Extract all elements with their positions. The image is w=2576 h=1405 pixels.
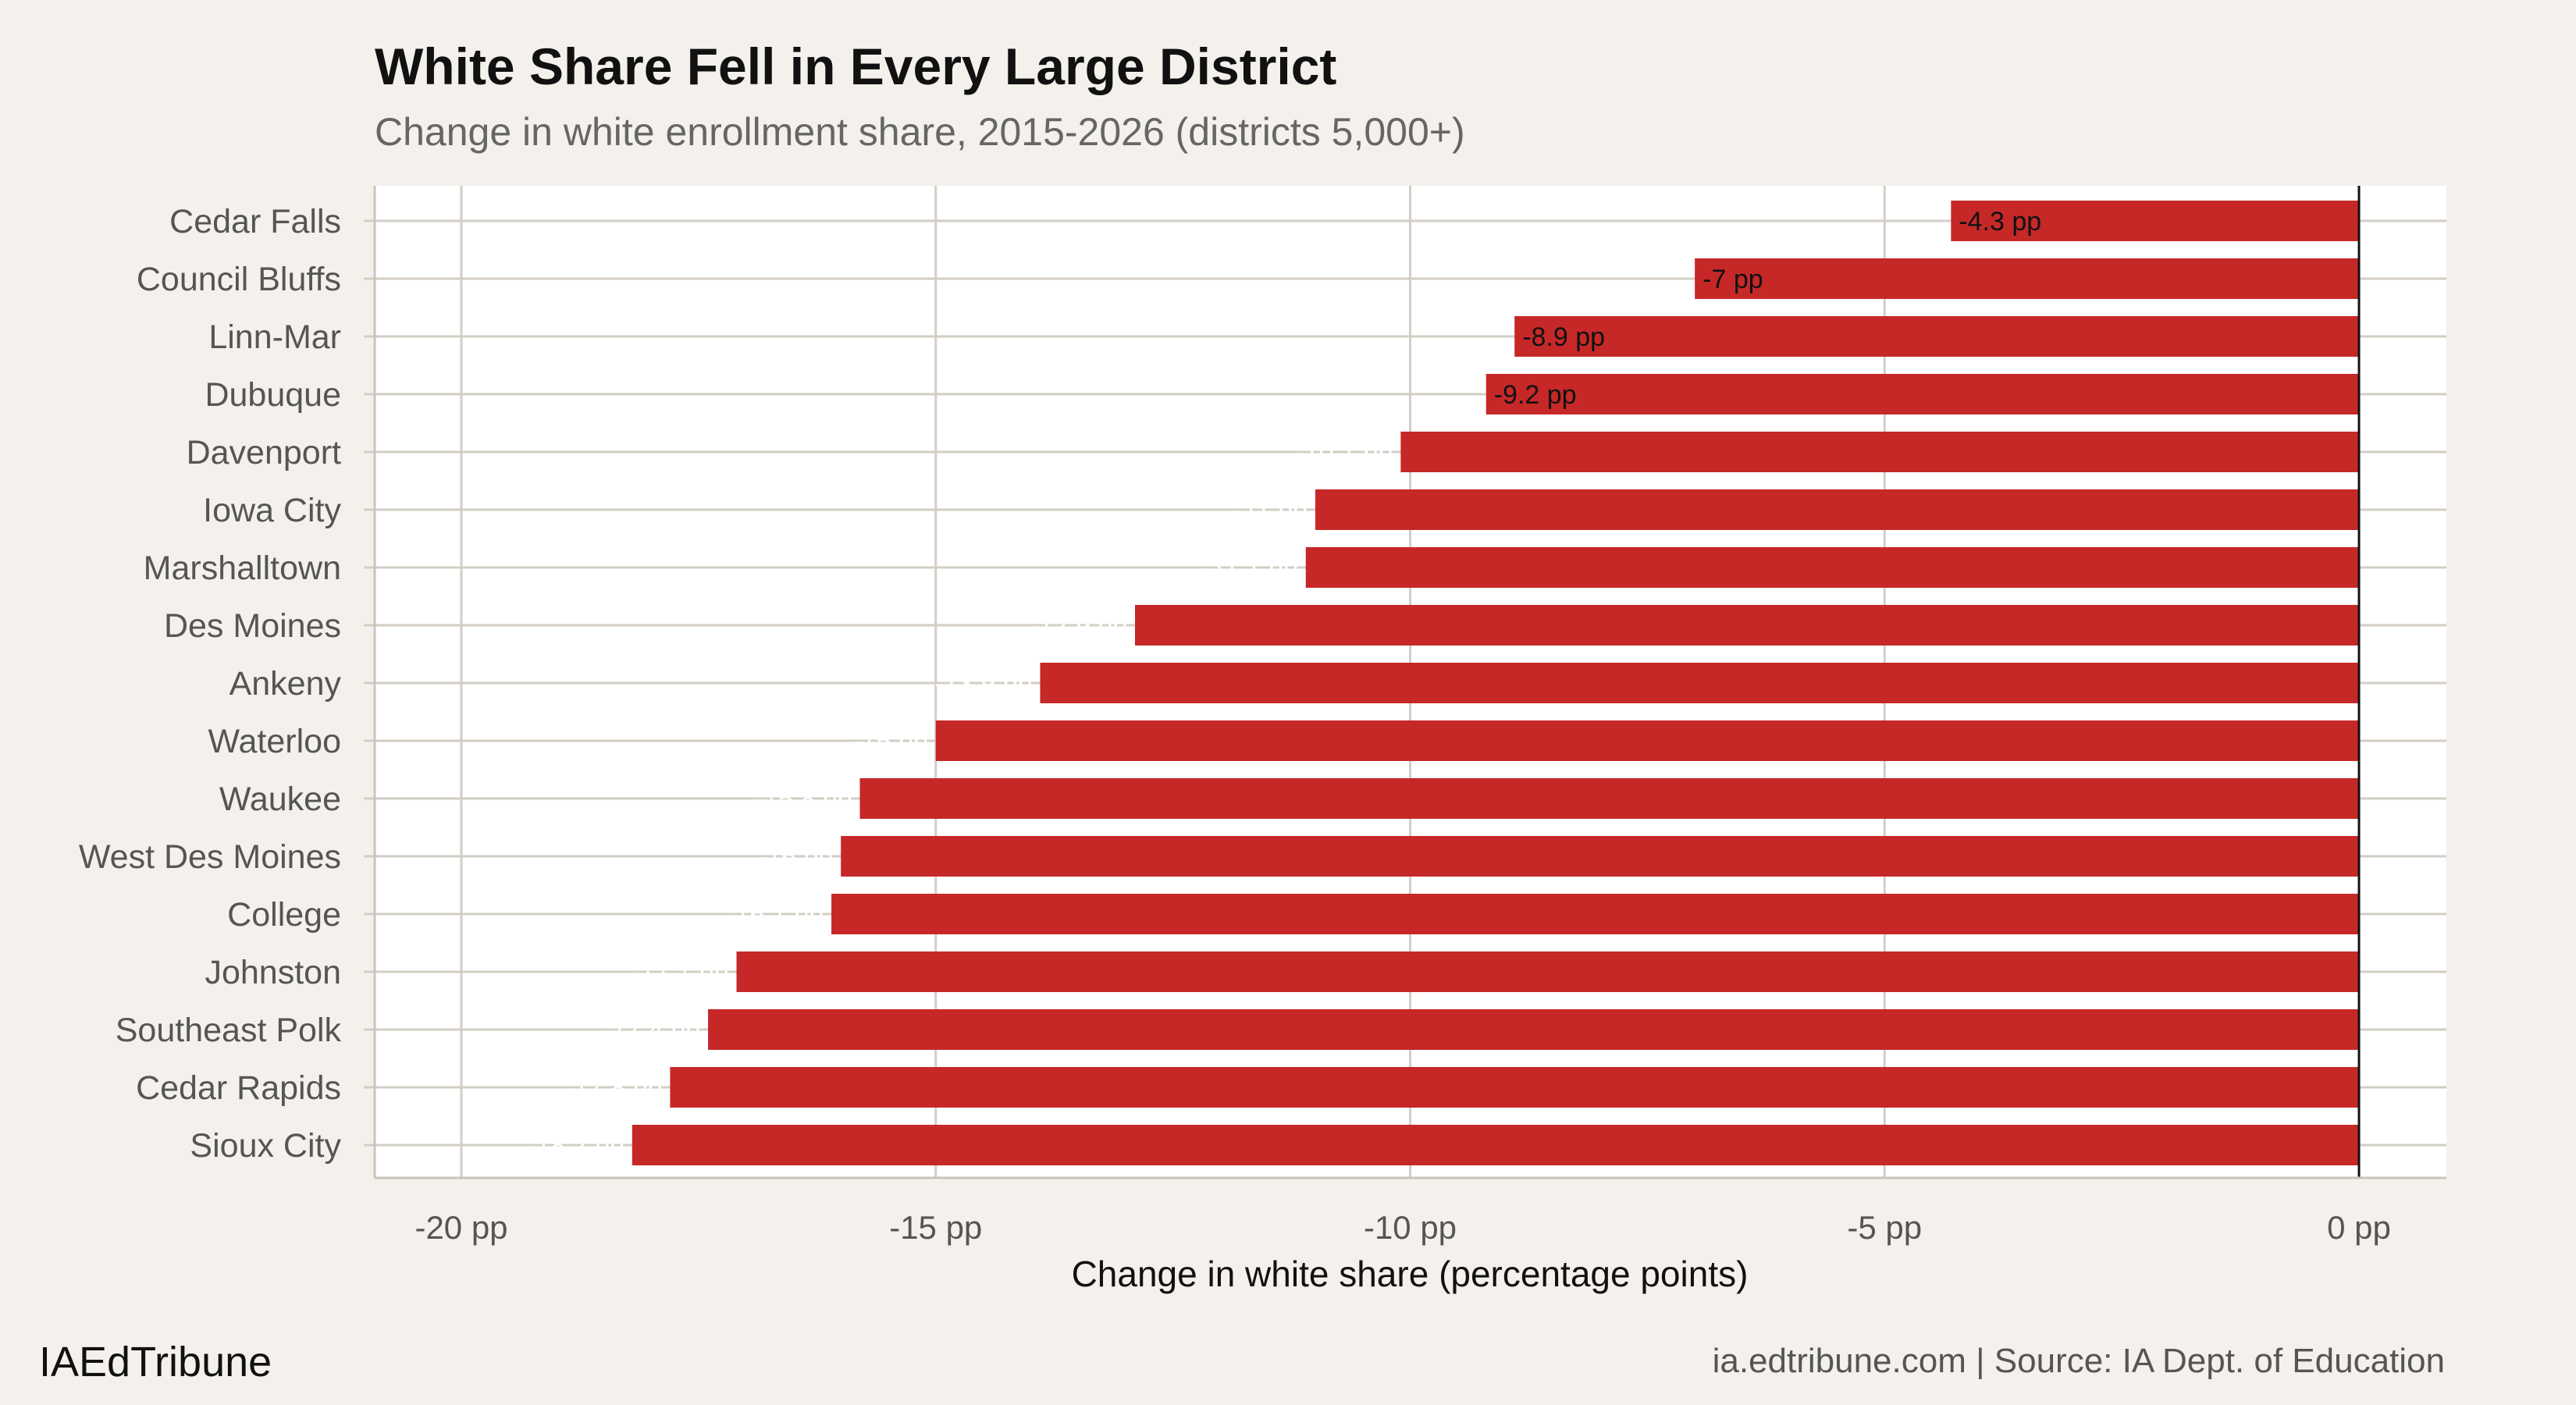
brand-logo: IAEdTribune xyxy=(39,1339,272,1385)
x-tick-label: -5 pp xyxy=(1847,1209,1922,1246)
category-label: Sioux City xyxy=(190,1127,341,1165)
category-labels: Cedar Falls Council Bluffs Linn-Mar Dubuque… xyxy=(79,203,342,1165)
x-tick-labels: -20 pp -15 pp -10 pp -5 pp 0 pp xyxy=(415,1209,2390,1246)
x-axis-title: Change in white share (percentage points… xyxy=(1072,1254,1749,1294)
category-label: Cedar Rapids xyxy=(136,1069,341,1107)
data-label: -13.9 pp xyxy=(935,669,1033,699)
category-label: Marshalltown xyxy=(144,550,341,587)
category-label: Cedar Falls xyxy=(169,203,341,240)
bar-cedar-rapids xyxy=(670,1067,2360,1108)
x-tick-label: -10 pp xyxy=(1364,1209,1457,1246)
x-tick-label: -15 pp xyxy=(889,1209,982,1246)
data-label: -16 pp xyxy=(758,842,833,872)
bar-sioux-city xyxy=(632,1125,2359,1165)
bar-dubuque xyxy=(1485,374,2359,414)
data-label: -11 pp xyxy=(1234,496,1308,525)
bar-college xyxy=(831,894,2359,934)
bar-des-moines xyxy=(1135,605,2359,646)
data-label: -15 pp xyxy=(852,727,927,756)
data-label: -8.9 pp xyxy=(1522,322,1605,352)
data-label: -17.4 pp xyxy=(603,1016,700,1045)
data-label: -12.9 pp xyxy=(1030,611,1127,641)
chart-title: White Share Fell in Every Large District xyxy=(375,37,1336,95)
category-label: Davenport xyxy=(187,434,341,471)
category-label: Johnston xyxy=(205,954,341,991)
x-tick-label: 0 pp xyxy=(2327,1209,2391,1246)
data-label: -17.1 pp xyxy=(632,958,729,987)
category-label: Southeast Polk xyxy=(116,1012,342,1049)
data-label: -10.1 pp xyxy=(1296,438,1393,468)
data-label: -17.8 pp xyxy=(565,1073,663,1103)
source-note: ia.edtribune.com | Source: IA Dept. of E… xyxy=(1713,1342,2445,1380)
data-label: -11.1 pp xyxy=(1203,553,1298,583)
bar-waukee xyxy=(859,778,2359,819)
category-label: Dubuque xyxy=(205,376,341,414)
x-tick-label: -20 pp xyxy=(415,1209,507,1246)
category-label: Waterloo xyxy=(208,723,341,760)
bar-council-bluffs xyxy=(1695,258,2359,299)
category-label: College xyxy=(227,896,341,934)
bars xyxy=(632,186,2361,1178)
category-label: Waukee xyxy=(219,781,341,818)
data-label: -4.3 pp xyxy=(1959,207,2041,237)
category-label: Iowa City xyxy=(203,492,341,529)
category-label: Des Moines xyxy=(164,607,341,645)
category-label: Linn-Mar xyxy=(208,318,341,356)
chart-subtitle: Change in white enrollment share, 2015-2… xyxy=(375,110,1465,154)
data-label: -9.2 pp xyxy=(1494,380,1577,410)
bar-waterloo xyxy=(935,720,2359,761)
category-label: Ankeny xyxy=(229,665,342,702)
data-labels: -4.3 pp -7 pp -8.9 pp -9.2 pp -10.1 pp -11 pp… xyxy=(527,207,2041,1161)
data-label: -18.2 pp xyxy=(527,1131,624,1161)
data-label: -16.1 pp xyxy=(726,900,824,930)
bar-southeast-polk xyxy=(708,1009,2359,1050)
bar-cedar-falls xyxy=(1951,201,2359,241)
data-label: -15.8 pp xyxy=(755,784,852,814)
bar-ankeny xyxy=(1040,663,2359,703)
data-label: -7 pp xyxy=(1703,265,1763,294)
category-label: West Des Moines xyxy=(79,838,341,876)
bar-west-des-moines xyxy=(841,836,2359,877)
bar-davenport xyxy=(1400,432,2359,472)
category-label: Council Bluffs xyxy=(137,261,341,298)
bar-marshalltown xyxy=(1305,547,2359,588)
bar-linn-mar xyxy=(1514,316,2359,357)
bar-iowa-city xyxy=(1315,489,2359,530)
bar-johnston xyxy=(736,951,2359,992)
